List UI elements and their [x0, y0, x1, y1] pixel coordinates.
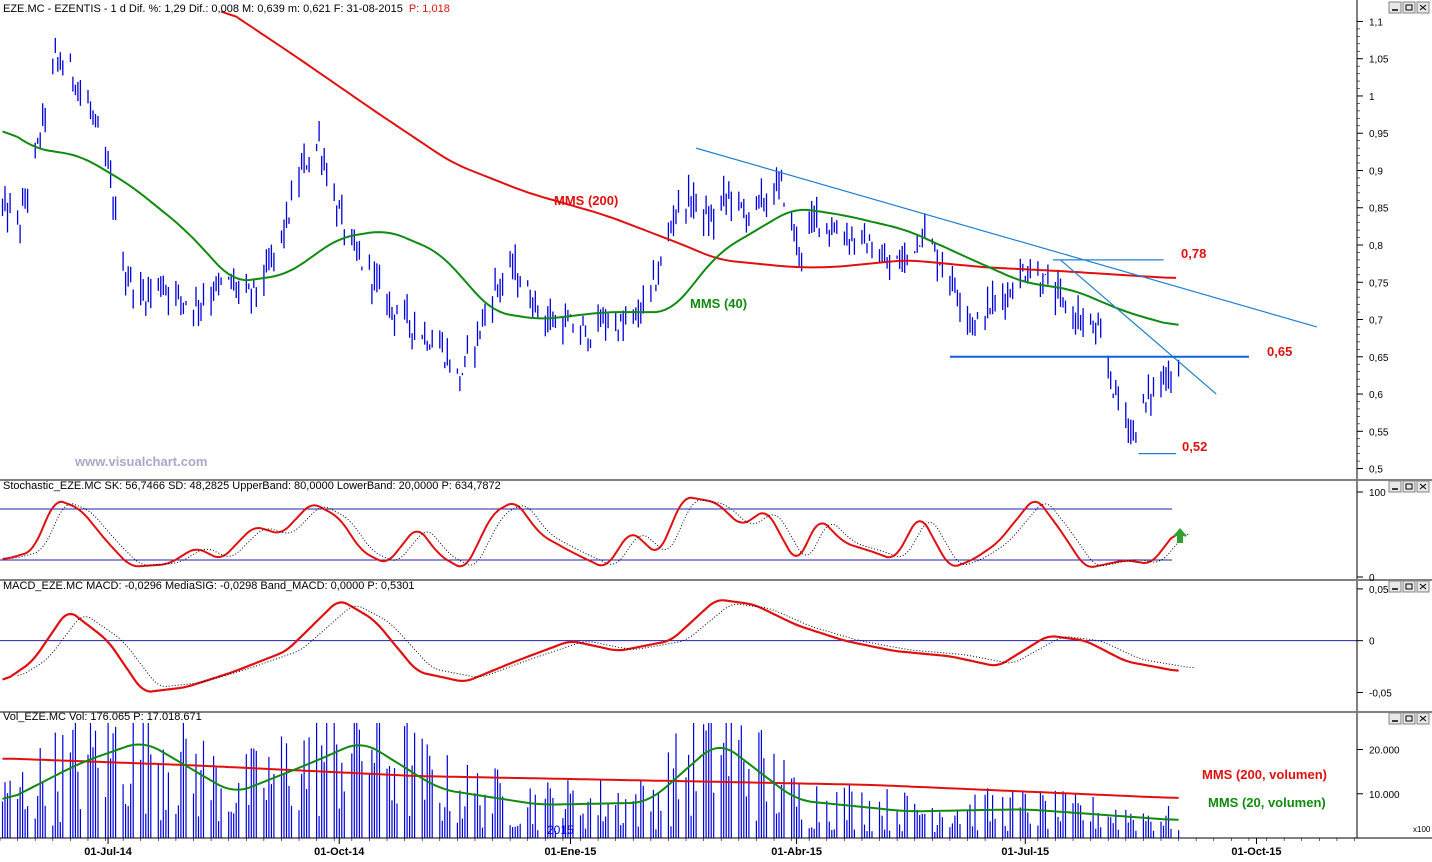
volume-panel: [1, 723, 1180, 838]
price-ytick-label: 0,65: [1369, 353, 1389, 364]
price-ytick-label: 1,1: [1369, 17, 1383, 28]
macd-window-controls: [1388, 580, 1430, 593]
price-ytick-label: 0,8: [1369, 241, 1383, 252]
stoch-ytick-label: 0: [1369, 573, 1375, 584]
close-glyph: [1419, 583, 1427, 590]
min-icon[interactable]: [1388, 1, 1402, 14]
macd-ytick-label: -0,05: [1369, 688, 1392, 699]
macd-panel: [0, 599, 1357, 693]
min-icon[interactable]: [1388, 580, 1402, 593]
volume-scale-note: x100: [1413, 825, 1431, 834]
stoch-sk-line: [2, 496, 1180, 568]
vol-window-controls: [1388, 712, 1430, 725]
price-ytick-label: 0,5: [1369, 465, 1383, 476]
close-glyph: [1419, 4, 1427, 11]
max-glyph: [1405, 715, 1413, 722]
watermark: www.visualchart.com: [74, 454, 207, 469]
vol-mms200-line: [2, 757, 1179, 799]
xtick-label: 01-Jul-15: [1001, 846, 1049, 857]
min-icon[interactable]: [1388, 480, 1402, 493]
price-window-controls: [1388, 1, 1430, 14]
level-065-label: 0,65: [1267, 344, 1292, 359]
price-header: EZE.MC - EZENTIS - 1 d Dif. %: 1,29 Dif.…: [3, 3, 450, 15]
price-panel: [1, 10, 1317, 455]
vol-ytick-label: 10.000: [1369, 790, 1400, 801]
price-ytick-label: 0,75: [1369, 278, 1389, 289]
macd-header: MACD_EZE.MC MACD: -0,0296 MediaSIG: -0,0…: [3, 580, 414, 592]
macd-ytick-label: 0,05: [1369, 585, 1389, 596]
close-glyph: [1419, 715, 1427, 722]
vol-mms200-label: MMS (200, volumen): [1202, 767, 1327, 782]
price-ytick-label: 0,95: [1369, 129, 1389, 140]
max-glyph: [1405, 483, 1413, 490]
mms200-line: [220, 10, 1177, 279]
xtick-label: 01-Jul-14: [84, 846, 133, 857]
max-icon[interactable]: [1402, 580, 1416, 593]
price-ytick-label: 0,85: [1369, 204, 1389, 215]
volume-header: Vol_EZE.MC Vol: 176.065 P: 17.018.671: [3, 711, 202, 723]
year-marker: 2015: [547, 823, 574, 837]
mms200-label: MMS (200): [554, 193, 618, 208]
macd-line: [2, 599, 1179, 693]
stoch-window-controls: [1388, 480, 1430, 493]
vol-mms20-label: MMS (20, volumen): [1208, 795, 1326, 810]
mms40-label: MMS (40): [690, 296, 747, 311]
price-ytick-label: 0,7: [1369, 316, 1383, 327]
max-glyph: [1405, 4, 1413, 11]
vol-mms20-line: [2, 743, 1179, 821]
stochastic-panel: [0, 496, 1189, 568]
stoch-ytick-label: 100: [1369, 488, 1386, 499]
trendline-0: [695, 147, 1317, 328]
xtick-label: 01-Abr-15: [771, 846, 822, 857]
level-078-label: 0,78: [1181, 246, 1206, 261]
max-icon[interactable]: [1402, 712, 1416, 725]
mms40-line: [2, 130, 1179, 326]
price-bars: [1, 37, 1180, 445]
max-icon[interactable]: [1402, 480, 1416, 493]
up-arrow-icon: [1173, 528, 1187, 543]
price-ytick-label: 1: [1369, 92, 1375, 103]
price-ytick-label: 0,6: [1369, 390, 1383, 401]
max-glyph: [1405, 583, 1413, 590]
xtick-label: 01-Ene-15: [544, 846, 596, 857]
xtick-label: 01-Oct-14: [314, 846, 365, 857]
macd-signal-line: [17, 603, 1194, 688]
price-ytick-label: 0,9: [1369, 166, 1383, 177]
level-052-label: 0,52: [1182, 439, 1207, 454]
volume-bars: [1, 723, 1180, 838]
trendline-1: [1060, 259, 1217, 395]
price-ytick-label: 1,05: [1369, 55, 1389, 66]
macd-ytick-label: 0: [1369, 637, 1375, 648]
max-icon[interactable]: [1402, 1, 1416, 14]
vol-ytick-label: 20.000: [1369, 746, 1400, 757]
min-icon[interactable]: [1388, 712, 1402, 725]
stochastic-header: Stochastic_EZE.MC SK: 56,7466 SD: 48,282…: [3, 480, 501, 492]
close-glyph: [1419, 483, 1427, 490]
xtick-label: 01-Oct-15: [1231, 846, 1281, 857]
price-ytick-label: 0,55: [1369, 427, 1389, 438]
